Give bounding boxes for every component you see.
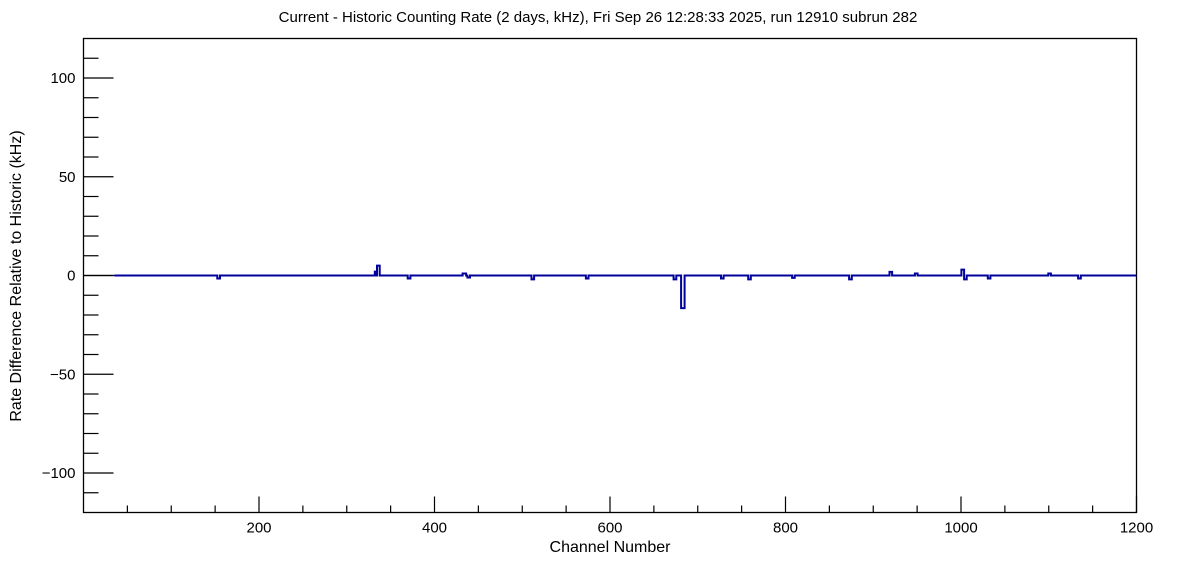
x-tick-label: 400 bbox=[422, 520, 447, 537]
x-tick-label: 1200 bbox=[1120, 520, 1153, 537]
y-tick-label: 0 bbox=[67, 268, 75, 285]
rate-difference-line bbox=[114, 264, 1137, 310]
x-tick-label: 200 bbox=[246, 520, 271, 537]
y-axis-title: Rate Difference Relative to Historic (kH… bbox=[8, 130, 25, 422]
y-tick-label: −50 bbox=[50, 366, 75, 383]
y-tick-label: 100 bbox=[50, 70, 75, 87]
y-tick-label: 50 bbox=[59, 169, 76, 186]
y-tick-label: −100 bbox=[42, 465, 76, 482]
x-tick-label: 1000 bbox=[944, 520, 977, 537]
x-axis-title: Channel Number bbox=[549, 539, 671, 556]
x-tick-label: 600 bbox=[597, 520, 622, 537]
x-tick-label: 800 bbox=[773, 520, 798, 537]
plot-title: Current - Historic Counting Rate (2 days… bbox=[278, 9, 918, 26]
